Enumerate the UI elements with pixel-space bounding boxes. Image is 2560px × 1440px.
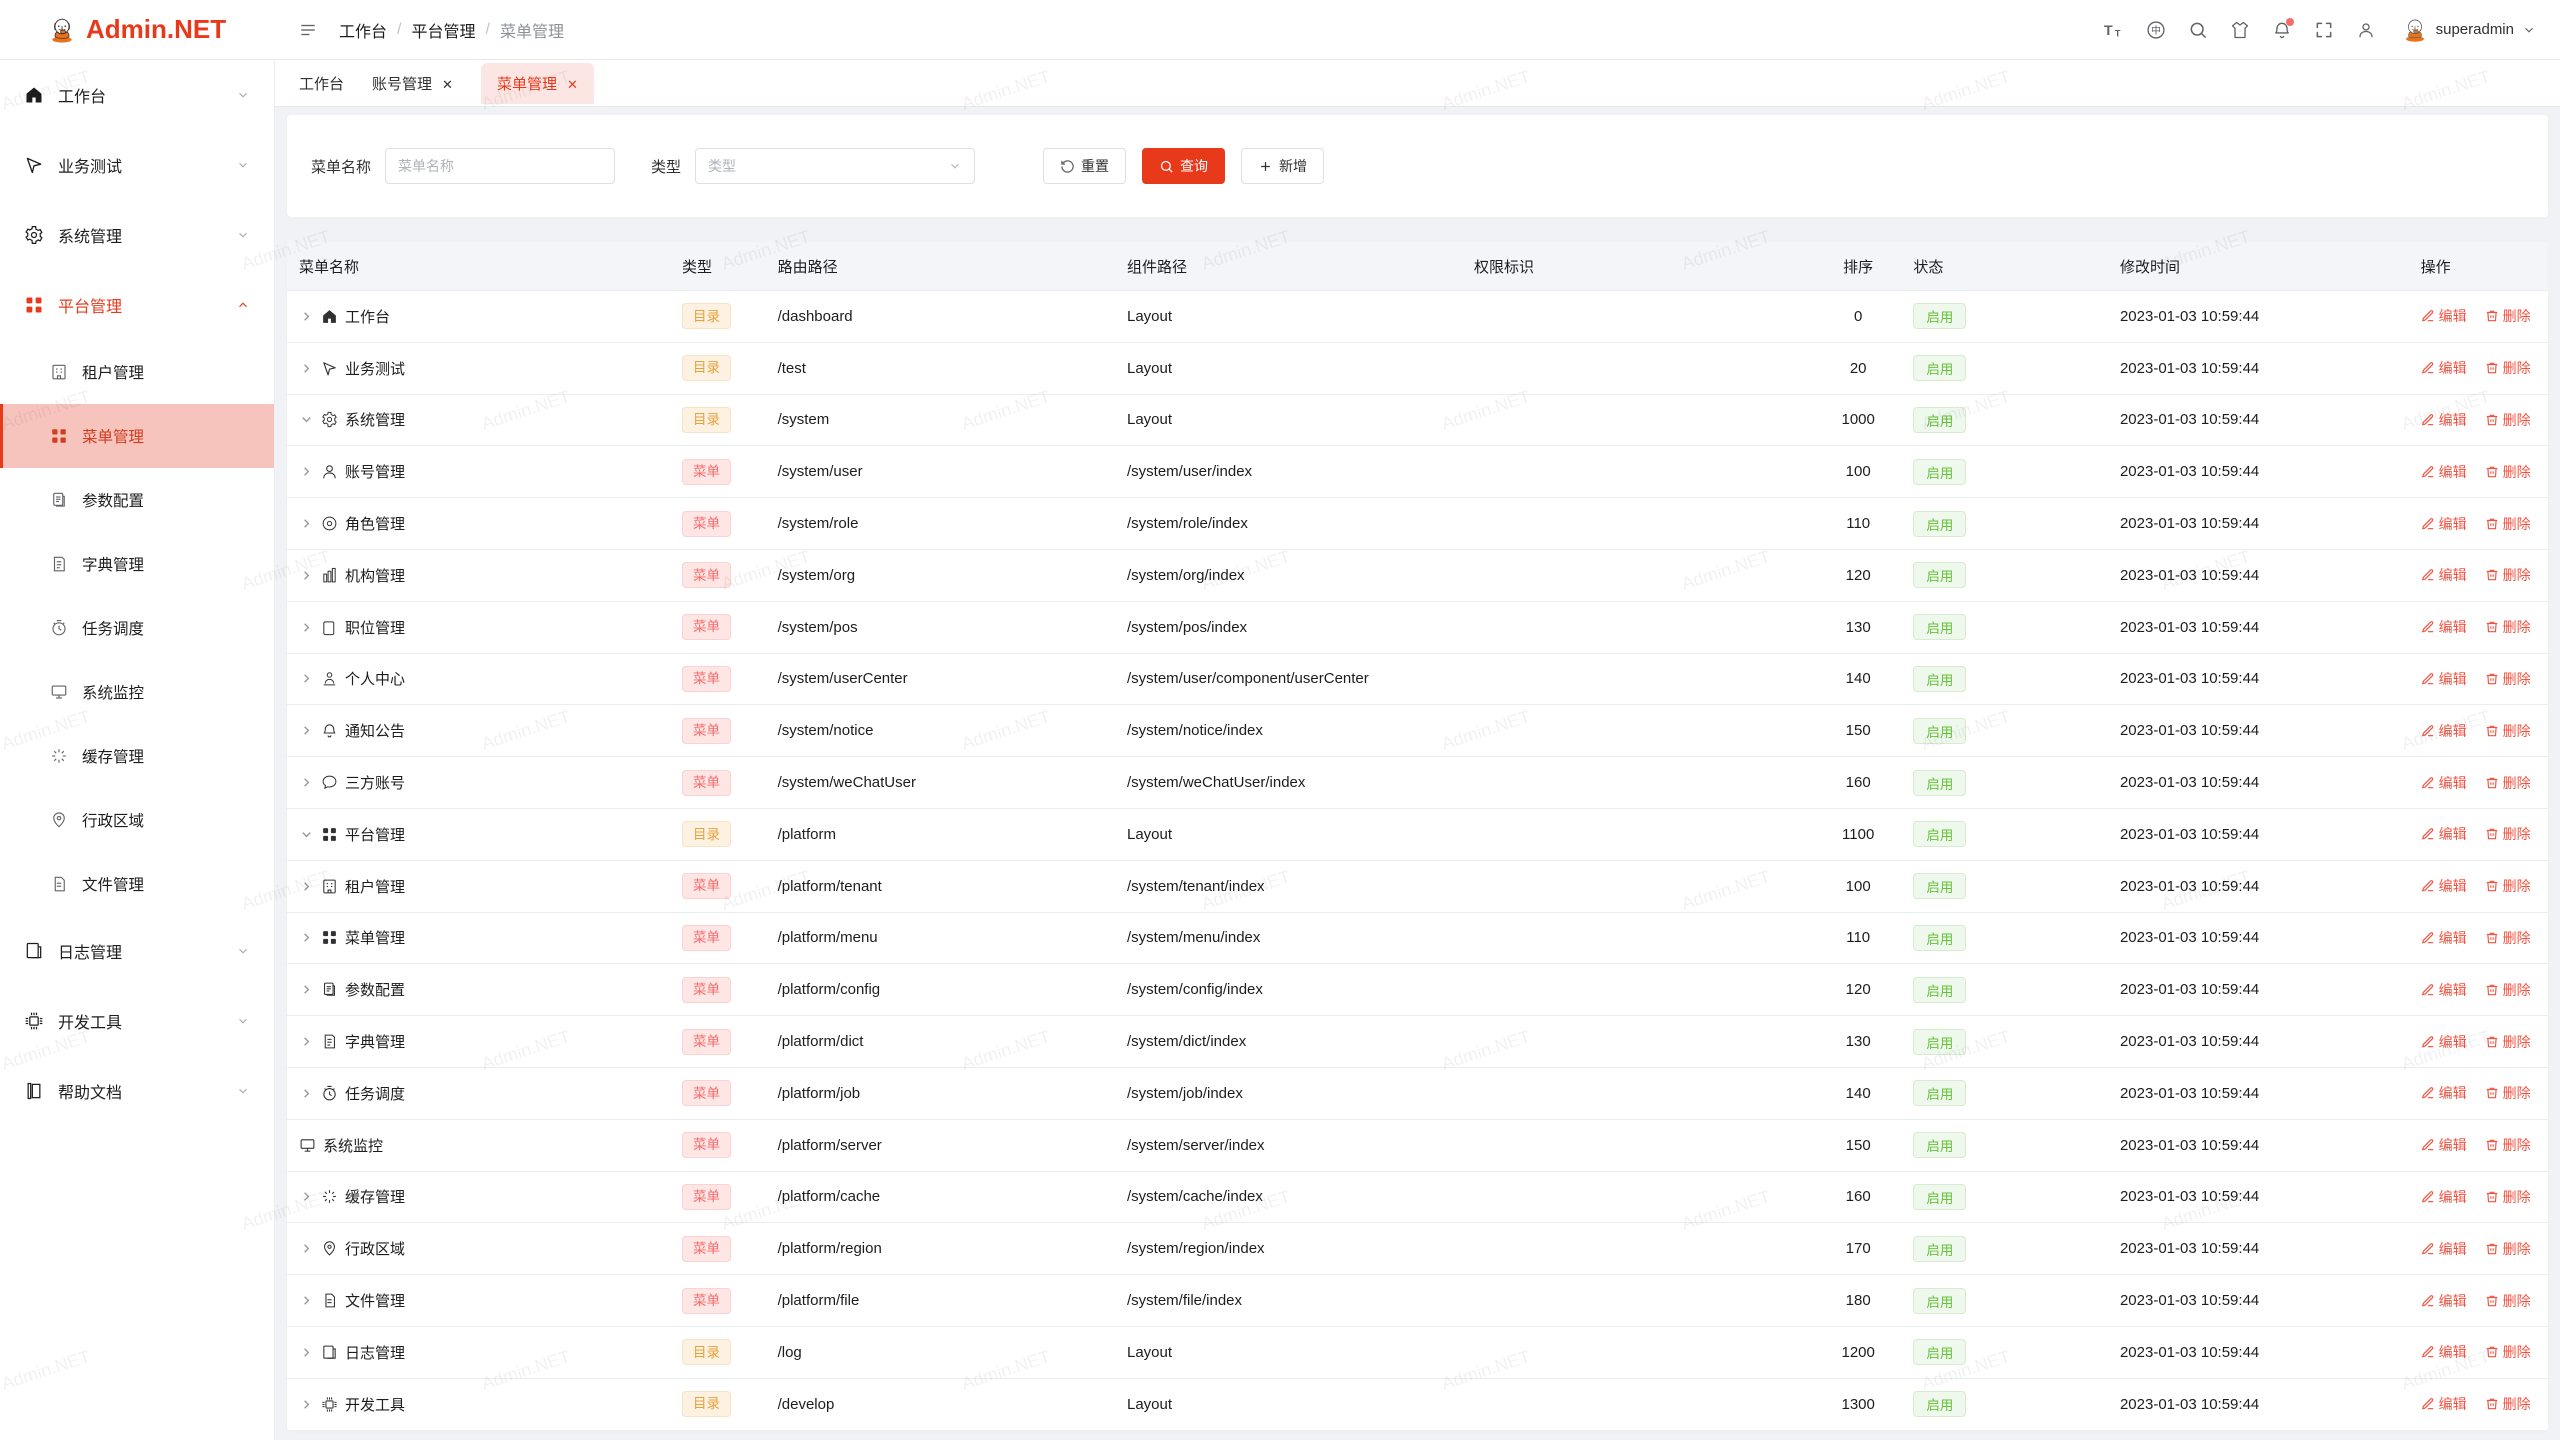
svg-text:T: T — [2114, 28, 2120, 38]
svg-text:T: T — [2104, 23, 2113, 39]
svg-text:中: 中 — [2151, 23, 2161, 36]
